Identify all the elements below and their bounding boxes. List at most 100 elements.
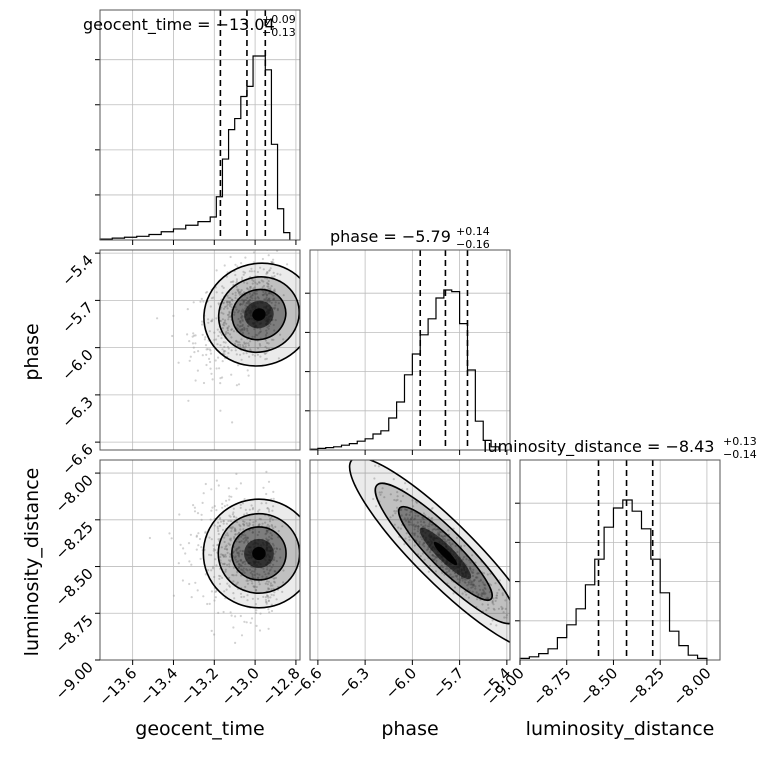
hist-panel-geocent-time [95,9,301,241]
scatter-point [201,333,204,336]
scatter-point [471,581,474,584]
scatter-point [224,568,227,571]
scatter-point [471,571,474,575]
scatter-point [200,518,203,521]
scatter-point [251,297,254,300]
scatter-point [259,344,262,347]
scatter-point [468,559,471,562]
scatter-point [219,517,222,521]
scatter-point [188,560,191,563]
scatter-point [231,299,234,302]
y-tick-label-2-1: −8.75 [52,611,97,656]
scatter-point [225,305,228,308]
scatter-point [219,575,222,578]
scatter-point [270,566,273,569]
x-tick-label-1-2: −6.0 [382,664,420,702]
scatter-point [242,346,245,349]
scatter-point [238,546,241,549]
scatter-point [266,595,270,598]
scatter-point [505,616,508,619]
scatter-point [273,577,276,580]
scatter-point [238,320,242,323]
scatter-point [227,352,230,355]
scatter-point [242,560,245,564]
scatter-point [248,292,251,295]
scatter-point [218,577,221,581]
scatter-point [228,576,231,579]
scatter-point [270,534,274,537]
scatter-point [197,350,200,353]
scatter-point [459,578,462,581]
scatter-point [234,529,237,533]
y-tick-label-2-4: −8.00 [52,471,97,516]
scatter-point [256,572,259,576]
scatter-point [458,581,461,584]
title-geocent-time: geocent_time = −13.04 +0.09 −0.13 [83,13,296,39]
scatter-point [239,303,242,306]
scatter-point [266,507,269,510]
scatter-point [504,607,507,611]
scatter-point [259,355,262,358]
scatter-point [226,303,229,306]
scatter-point [422,542,425,545]
scatter-point [249,285,252,289]
scatter-point [235,234,237,236]
scatter-point [258,573,261,576]
scatter-point [210,538,213,541]
scatter-point [218,525,222,528]
scatter-point [238,309,241,312]
scatter-point [501,608,504,611]
scatter-point [495,594,498,597]
scatter-point [272,587,275,590]
scatter-point [248,299,251,302]
scatter-point [462,556,466,559]
scatter-point [268,564,271,567]
scatter-point [220,546,223,549]
scatter-point [246,287,249,290]
scatter-point [241,328,244,331]
scatter-point [498,588,501,591]
scatter-point [265,470,268,473]
scatter-point [251,576,254,579]
scatter-point [216,544,219,547]
y-tick-label-2-3: −8.25 [52,518,97,563]
y-tick-label-2-2: −8.50 [52,565,97,610]
scatter-point [241,323,244,326]
scatter-point [274,304,277,307]
scatter-point [245,512,248,515]
scatter-point [461,579,464,582]
scatter-point [484,584,487,587]
scatter-point [389,516,392,519]
scatter-point [265,492,268,496]
scatter-point [249,518,252,522]
scatter-point [234,528,237,531]
scatter-point [409,511,412,514]
scatter-point [273,274,276,278]
scatter-point [267,572,270,575]
scatter-point [232,280,235,283]
scatter-point [459,544,463,547]
scatter-point [247,324,250,328]
scatter-point [211,565,215,568]
title-geocent-time-plus: +0.09 [262,13,296,26]
scatter-point [418,542,421,546]
scatter-point [200,297,203,300]
scatter-point [469,567,472,570]
scatter-point [207,569,210,572]
scatter-point [271,542,274,546]
scatter-point [209,305,212,308]
scatter-point [253,290,256,293]
scatter-point [441,535,444,539]
scatter-point [199,557,202,561]
scatter-point [443,535,446,538]
scatter-point [208,553,211,556]
scatter-point [237,343,240,346]
scatter-point [219,377,222,380]
scatter-point [194,581,197,584]
scatter-point [259,518,263,521]
scatter-point [269,596,272,599]
scatter-point [442,537,445,540]
scatter-point [427,547,430,551]
scatter-point [267,297,270,301]
scatter-point [267,325,271,328]
